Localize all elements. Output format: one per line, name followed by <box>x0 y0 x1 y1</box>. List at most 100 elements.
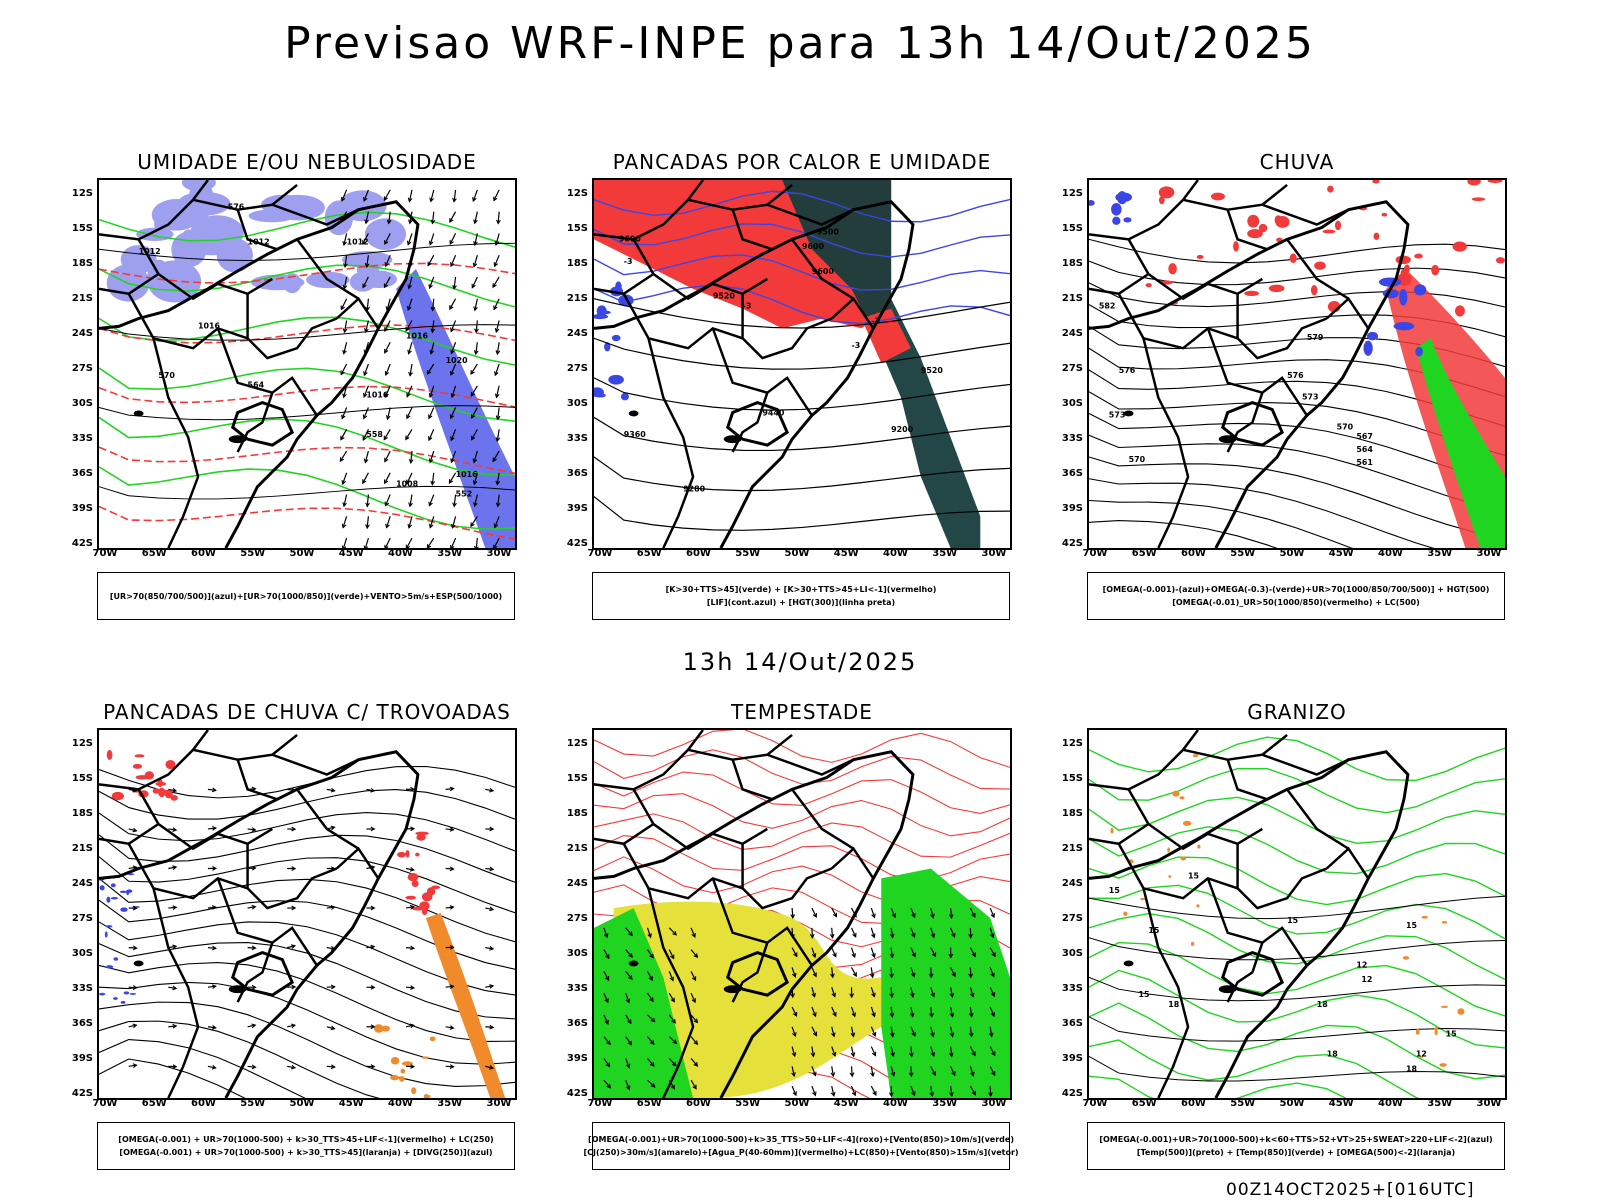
forecast-map-panel: 15 15 15 15 12 15 18 18 12 15 18 18 12 15 <box>1087 728 1507 1100</box>
omega-orange <box>1190 941 1195 947</box>
country-border <box>791 238 855 300</box>
country-border <box>1182 733 1288 761</box>
thunder-orange <box>399 1075 405 1082</box>
contour-label: 9500 <box>817 227 840 236</box>
latitude-tick-label: 39S <box>566 503 588 514</box>
rain-area <box>1454 305 1465 317</box>
uruguay-border <box>725 950 790 997</box>
latitude-tick-label: 18S <box>1061 258 1083 269</box>
panel-legend: [OMEGA(-0.001)-(azul)+OMEGA(-0.3)-(verde… <box>1087 572 1505 620</box>
longitude-tick-label: 45W <box>338 1098 364 1109</box>
lif-area <box>595 393 606 398</box>
rain-area <box>1247 228 1263 239</box>
contour-line <box>99 242 515 262</box>
omega-orange <box>1167 847 1171 853</box>
latitude-tick-label: 24S <box>566 328 588 339</box>
longitude-tick-label: 60W <box>1181 548 1206 559</box>
longitude-tick-label: 50W <box>1279 548 1305 559</box>
rain-area <box>1289 253 1297 264</box>
longitude-tick-label: 50W <box>289 548 315 559</box>
panel-title: PANCADAS DE CHUVA C/ TROVOADAS <box>103 700 511 724</box>
latitude-tick-label: 27S <box>1061 913 1083 924</box>
thunder-red <box>407 873 419 882</box>
country-border <box>1236 293 1328 360</box>
latitude-tick-label: 15S <box>1061 223 1083 234</box>
contour-line <box>99 1001 515 1087</box>
longitude-tick-label: 50W <box>289 1098 315 1109</box>
thunder-red <box>431 885 441 890</box>
contour-label: 561 <box>1356 458 1373 467</box>
contour-label: 9360 <box>624 430 647 439</box>
panel-title: CHUVA <box>1259 150 1335 174</box>
thunder-orange <box>373 1024 384 1033</box>
rain-area <box>1487 180 1503 183</box>
latitude-tick-label: 24S <box>566 878 588 889</box>
country-border <box>1127 788 1263 851</box>
contour-line <box>594 834 1010 882</box>
contour-line <box>99 446 515 475</box>
latitude-tick-label: 15S <box>566 773 588 784</box>
latitude-tick-label: 15S <box>71 223 93 234</box>
contour-line <box>1089 884 1505 940</box>
latitude-tick-label: 30S <box>1061 948 1083 959</box>
contour-line <box>594 749 1010 790</box>
contour-label: 1008 <box>396 480 419 489</box>
thunder-orange <box>423 1094 429 1098</box>
latitude-tick-label: 42S <box>566 538 588 549</box>
thunder-red <box>170 794 178 801</box>
lake <box>628 960 639 967</box>
panel-legend: [OMEGA(-0.001) + UR>70(1000-500) + k>30_… <box>97 1122 515 1170</box>
country-border <box>1127 238 1263 301</box>
thunder-red <box>165 759 176 770</box>
longitude-tick-label: 30W <box>486 1098 512 1109</box>
country-border <box>1325 846 1370 880</box>
contour-line <box>99 324 515 341</box>
longitude-tick-label: 35W <box>437 548 463 559</box>
forecast-map-panel: 9600 9500 9600 9600 9520 9440 9360 9280 9200 9520… <box>592 178 1012 550</box>
wind-vectors <box>790 907 996 1098</box>
country-border <box>766 203 855 226</box>
country-border <box>271 203 360 226</box>
contour-label: 18 <box>1168 1000 1180 1009</box>
omega-orange <box>1123 911 1128 917</box>
omega-orange <box>1197 844 1201 849</box>
rain-area <box>1327 185 1334 193</box>
uruguay-border <box>230 400 295 447</box>
latitude-tick-label: 30S <box>1061 398 1083 409</box>
longitude-tick-label: 60W <box>686 548 711 559</box>
contour-label: 9520 <box>713 292 736 301</box>
latitude-tick-label: 12S <box>566 738 588 749</box>
contour-label: -3 <box>852 341 861 350</box>
omega-orange <box>1192 754 1199 758</box>
contour-label: 1012 <box>347 237 369 246</box>
longitude-tick-label: 55W <box>1230 1098 1256 1109</box>
country-border <box>192 733 298 761</box>
thunder-orange <box>390 1075 400 1081</box>
lagoon <box>228 435 247 444</box>
country-border <box>1117 293 1238 350</box>
contour-line <box>1089 499 1353 548</box>
contour-label: 12 <box>1416 1049 1427 1058</box>
country-border <box>236 209 298 251</box>
divergence-blue <box>126 889 133 893</box>
latitude-tick-label: 12S <box>1061 188 1083 199</box>
contour-label: 1016 <box>456 470 479 479</box>
contour-line <box>594 190 1010 223</box>
thunder-red <box>397 851 406 858</box>
contour-label: 18 <box>1406 1064 1418 1073</box>
omega-orange <box>1419 1055 1424 1058</box>
latitude-tick-label: 18S <box>71 258 93 269</box>
rain-area <box>1452 241 1467 252</box>
contour-label: -3 <box>624 257 633 266</box>
country-border <box>1089 180 1199 241</box>
country-border <box>335 296 380 330</box>
forecast-map-panel: 582 579 576 573 570 567 564 561 570 573 576 <box>1087 178 1507 550</box>
longitude-tick-label: 60W <box>191 1098 216 1109</box>
lif-area <box>604 342 611 352</box>
longitude-tick-label: 65W <box>1131 1098 1157 1109</box>
longitude-tick-label: 50W <box>1279 1098 1305 1109</box>
contour-line <box>99 921 515 996</box>
contour-label: 9600 <box>802 242 825 251</box>
contour-line <box>1089 969 1505 1049</box>
country-border <box>271 753 360 776</box>
